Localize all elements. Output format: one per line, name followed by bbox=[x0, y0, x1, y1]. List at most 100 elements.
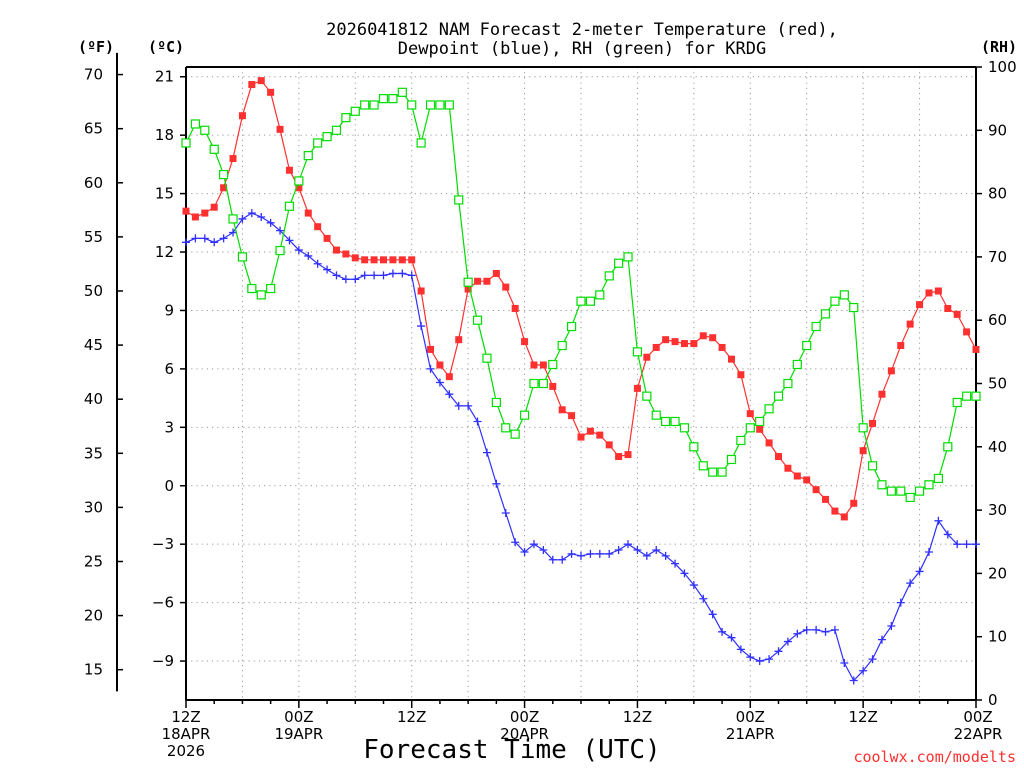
temperature-point bbox=[662, 336, 670, 344]
temperature-point bbox=[972, 345, 980, 353]
celsius-tick-label: −3 bbox=[152, 535, 174, 553]
rh-point bbox=[952, 397, 962, 408]
celsius-tick-label: 21 bbox=[155, 68, 174, 86]
series-temperature bbox=[182, 77, 980, 521]
x-tick-label: 20APR bbox=[500, 725, 549, 743]
rh-point bbox=[303, 151, 313, 161]
celsius-unit-label: (ºC) bbox=[148, 38, 184, 56]
rh-tick-label: 30 bbox=[988, 501, 1007, 519]
rh-point bbox=[378, 94, 389, 104]
dewpoint-point bbox=[614, 546, 623, 555]
dewpoint-point bbox=[482, 448, 491, 457]
dewpoint-point bbox=[351, 275, 360, 284]
rh-point bbox=[463, 277, 473, 287]
temperature-point bbox=[605, 441, 613, 449]
temperature-point bbox=[417, 287, 425, 295]
temperature-point bbox=[727, 355, 735, 363]
rh-point bbox=[181, 138, 191, 148]
dewpoint-point bbox=[191, 234, 200, 243]
rh-tick-label: 70 bbox=[988, 248, 1007, 266]
temperature-point bbox=[408, 256, 416, 264]
temperature-point bbox=[633, 384, 641, 392]
dewpoint-point bbox=[586, 549, 595, 558]
dewpoint-point bbox=[868, 655, 877, 664]
temperature-point bbox=[323, 234, 331, 242]
x-tick-label: 00Z bbox=[510, 708, 539, 726]
rh-point bbox=[510, 429, 520, 439]
rh-point bbox=[341, 113, 351, 123]
dewpoint-point bbox=[313, 259, 322, 268]
rh-tick-label: 80 bbox=[988, 185, 1007, 203]
rh-point bbox=[576, 296, 586, 306]
temperature-point bbox=[596, 431, 604, 439]
rh-tick-label: 90 bbox=[988, 121, 1007, 139]
dewpoint-point bbox=[943, 530, 952, 539]
rh-point bbox=[538, 378, 548, 389]
temperature-point bbox=[709, 334, 717, 342]
celsius-tick-label: 18 bbox=[155, 126, 174, 144]
temperature-point bbox=[840, 513, 848, 521]
rh-point bbox=[369, 100, 379, 110]
temperature-point bbox=[427, 345, 435, 353]
temperature-point bbox=[182, 207, 190, 215]
dewpoint-point bbox=[417, 322, 426, 331]
temperature-point bbox=[577, 433, 585, 441]
rh-point bbox=[472, 315, 483, 325]
dewpoint-point bbox=[520, 547, 529, 556]
temperature-point bbox=[342, 250, 350, 258]
rh-tick-label: 60 bbox=[988, 311, 1007, 329]
dewpoint-point bbox=[266, 218, 275, 227]
rh-tick-label: 40 bbox=[988, 438, 1007, 456]
tick-labels: 15 20 25 30 35 40 45 50 55 60 65 70 −9 −6 −3 0 3 6 9 12 15 18… bbox=[84, 58, 1017, 760]
dewpoint-point bbox=[736, 645, 745, 654]
grid-lines bbox=[186, 67, 976, 700]
x-tick-label: 00Z bbox=[736, 708, 765, 726]
rh-tick-label: 10 bbox=[988, 628, 1007, 646]
temperature-point bbox=[502, 283, 510, 291]
chart-title-line-1: 2026041812 NAM Forecast 2-meter Temperat… bbox=[326, 20, 838, 40]
temperature-point bbox=[897, 342, 905, 350]
dewpoint-point bbox=[624, 540, 633, 549]
rh-point bbox=[266, 283, 276, 294]
celsius-tick-label: −6 bbox=[152, 594, 174, 612]
rh-point bbox=[397, 87, 407, 97]
rh-point bbox=[256, 290, 266, 300]
dewpoint-point bbox=[840, 658, 849, 667]
dewpoint-point bbox=[529, 540, 538, 549]
dewpoint-point bbox=[887, 621, 896, 630]
rh-point bbox=[933, 473, 943, 484]
temperature-point bbox=[793, 472, 801, 480]
rh-point bbox=[642, 391, 652, 401]
dewpoint-point bbox=[323, 265, 332, 274]
rh-point bbox=[867, 461, 878, 471]
dewpoint-point bbox=[238, 214, 247, 223]
temperature-point bbox=[859, 447, 867, 455]
rh-point bbox=[454, 195, 464, 205]
fahrenheit-tick-label: 45 bbox=[84, 336, 103, 354]
series-rh bbox=[181, 87, 981, 503]
rh-point bbox=[566, 321, 577, 332]
celsius-tick-label: 0 bbox=[164, 477, 174, 495]
rh-point bbox=[237, 252, 248, 262]
rh-point bbox=[698, 461, 708, 471]
temperature-point bbox=[775, 453, 782, 461]
dewpoint-point bbox=[661, 551, 670, 560]
fahrenheit-tick-label: 20 bbox=[84, 607, 103, 625]
dewpoint-point bbox=[962, 540, 971, 549]
dewpoint-point bbox=[435, 378, 444, 387]
dewpoint-point bbox=[577, 551, 585, 560]
dewpoint-point bbox=[464, 401, 473, 410]
rh-point bbox=[783, 378, 793, 389]
fahrenheit-tick-label: 15 bbox=[84, 661, 103, 679]
temperature-point bbox=[944, 305, 952, 313]
dewpoint-point bbox=[821, 627, 830, 636]
temperature-point bbox=[257, 77, 265, 85]
rh-point bbox=[284, 201, 295, 211]
temperature-point bbox=[464, 285, 472, 293]
celsius-tick-label: 15 bbox=[155, 185, 174, 203]
rh-point bbox=[792, 359, 802, 370]
dewpoint-point bbox=[360, 271, 369, 280]
temperature-point bbox=[267, 88, 275, 96]
rh-point bbox=[736, 435, 746, 446]
